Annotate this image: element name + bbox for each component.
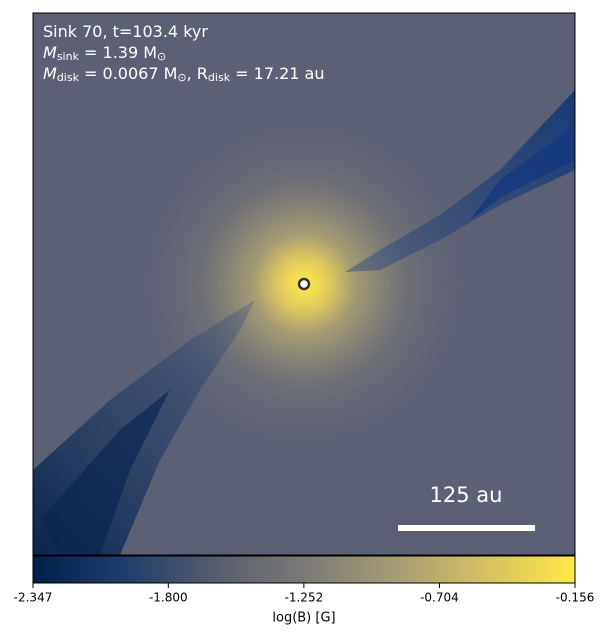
tick-label: -2.347 — [14, 591, 53, 605]
subscript: ⊙ — [157, 50, 166, 63]
info-line: Mdisk = 0.0067 M⊙, Rdisk = 17.21 au — [43, 64, 324, 85]
info-line: Msink = 1.39 M⊙ — [43, 43, 166, 64]
tick-label: -0.704 — [420, 591, 459, 605]
subscript: disk — [208, 71, 231, 84]
text-part: = 17.21 au — [230, 64, 324, 83]
scale-bar-label: 125 au — [430, 483, 503, 507]
text-part: M — [43, 64, 57, 83]
text-part: , R — [187, 64, 208, 83]
subscript: disk — [57, 71, 80, 84]
text-part: M — [43, 43, 57, 62]
info-line: Sink 70, t=103.4 kyr — [43, 22, 208, 41]
tick-label: -1.800 — [149, 591, 188, 605]
text-part: = 0.0067 M — [79, 64, 177, 83]
colorbar-label: log(B) [G] — [272, 611, 335, 626]
subscript: sink — [57, 50, 80, 63]
image — [32, 12, 576, 556]
tick-label: -0.156 — [556, 591, 595, 605]
text-part: = 1.39 M — [79, 43, 157, 62]
subscript: ⊙ — [177, 71, 186, 84]
text-part: Sink 70, t=103.4 kyr — [43, 22, 208, 41]
tick-label: -1.252 — [285, 591, 324, 605]
colorbar — [32, 555, 576, 584]
